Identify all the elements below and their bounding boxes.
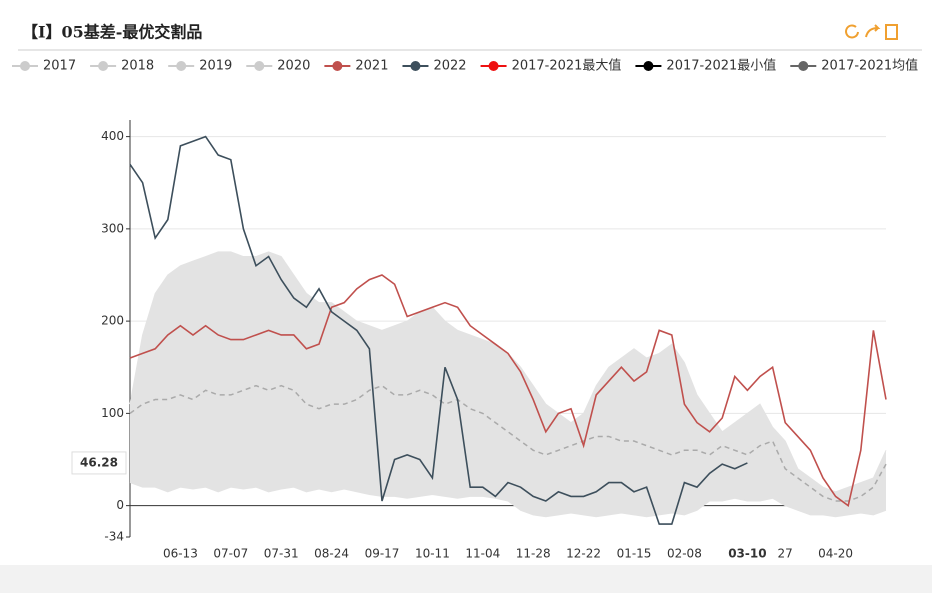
chart-title: 【I】05基差-最优交割品	[22, 23, 202, 42]
legend-label: 2018	[121, 59, 154, 74]
y-tick-label: 400	[101, 129, 124, 143]
series-line	[129, 482, 887, 518]
series-line	[129, 135, 748, 525]
legend-label: 2020	[277, 59, 310, 74]
legend-label: 2017	[43, 59, 76, 74]
crosshair-label-bg	[71, 451, 127, 475]
legend-label: 2021	[355, 59, 388, 74]
legend-label: 2017-2021最小值	[666, 58, 776, 74]
legend-marker	[410, 61, 421, 71]
x-tick-label: 09-17	[365, 547, 400, 561]
x-tick-label: 11-28	[516, 547, 551, 561]
toolbar[interactable]	[845, 24, 898, 40]
legend-marker	[98, 61, 109, 71]
footer-bg	[0, 565, 932, 593]
x-tick-label: 01-15	[617, 547, 652, 561]
legend-label: 2019	[199, 59, 232, 74]
y-tick-label: 100	[101, 406, 124, 420]
x-tick-label: 11-04	[465, 547, 500, 561]
share-icon[interactable]	[865, 24, 881, 38]
x-tick-label: 06-13	[163, 547, 198, 561]
y-tick-label: 300	[101, 221, 124, 235]
x-tick-label: 07-31	[264, 547, 299, 561]
legend-marker	[488, 61, 499, 71]
series-line	[129, 274, 887, 507]
legend-marker	[20, 61, 30, 71]
refresh-icon[interactable]	[845, 24, 859, 39]
legend: 2017 2018 2019 2020 2021 2022 2017-2021最大值 2017…	[12, 58, 918, 74]
x-tick-label: 07-07	[213, 547, 248, 561]
x-tick-label: 02-08	[667, 547, 702, 561]
y-tick-label: 200	[101, 314, 124, 328]
legend-label: 2022	[433, 59, 466, 74]
legend-label: 2017-2021最大值	[512, 58, 622, 74]
crosshair-label: 46.28	[80, 455, 118, 469]
range-band	[130, 251, 886, 517]
legend-marker	[176, 61, 187, 71]
legend-marker	[798, 61, 809, 71]
x-tick-label: 08-24	[314, 547, 349, 561]
y-tick-label: 0	[116, 498, 124, 512]
legend-label: 2017-2021均值	[821, 58, 918, 74]
x-tick-label: 03-10	[728, 547, 766, 561]
x-tick-label: 27	[778, 547, 793, 561]
legend-marker	[332, 61, 343, 71]
legend-marker	[643, 61, 654, 71]
legend-marker	[254, 61, 265, 71]
x-tick-label: 04-20	[818, 547, 853, 561]
y-tick-label: -34	[104, 530, 124, 544]
save-icon[interactable]	[885, 24, 898, 40]
x-tick-label: 12-22	[566, 547, 601, 561]
series-line	[129, 384, 887, 502]
x-tick-label: 10-11	[415, 547, 450, 561]
